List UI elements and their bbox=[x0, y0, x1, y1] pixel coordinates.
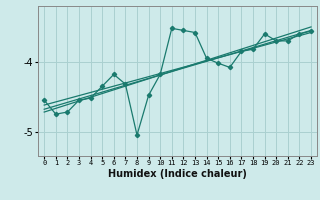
X-axis label: Humidex (Indice chaleur): Humidex (Indice chaleur) bbox=[108, 169, 247, 179]
